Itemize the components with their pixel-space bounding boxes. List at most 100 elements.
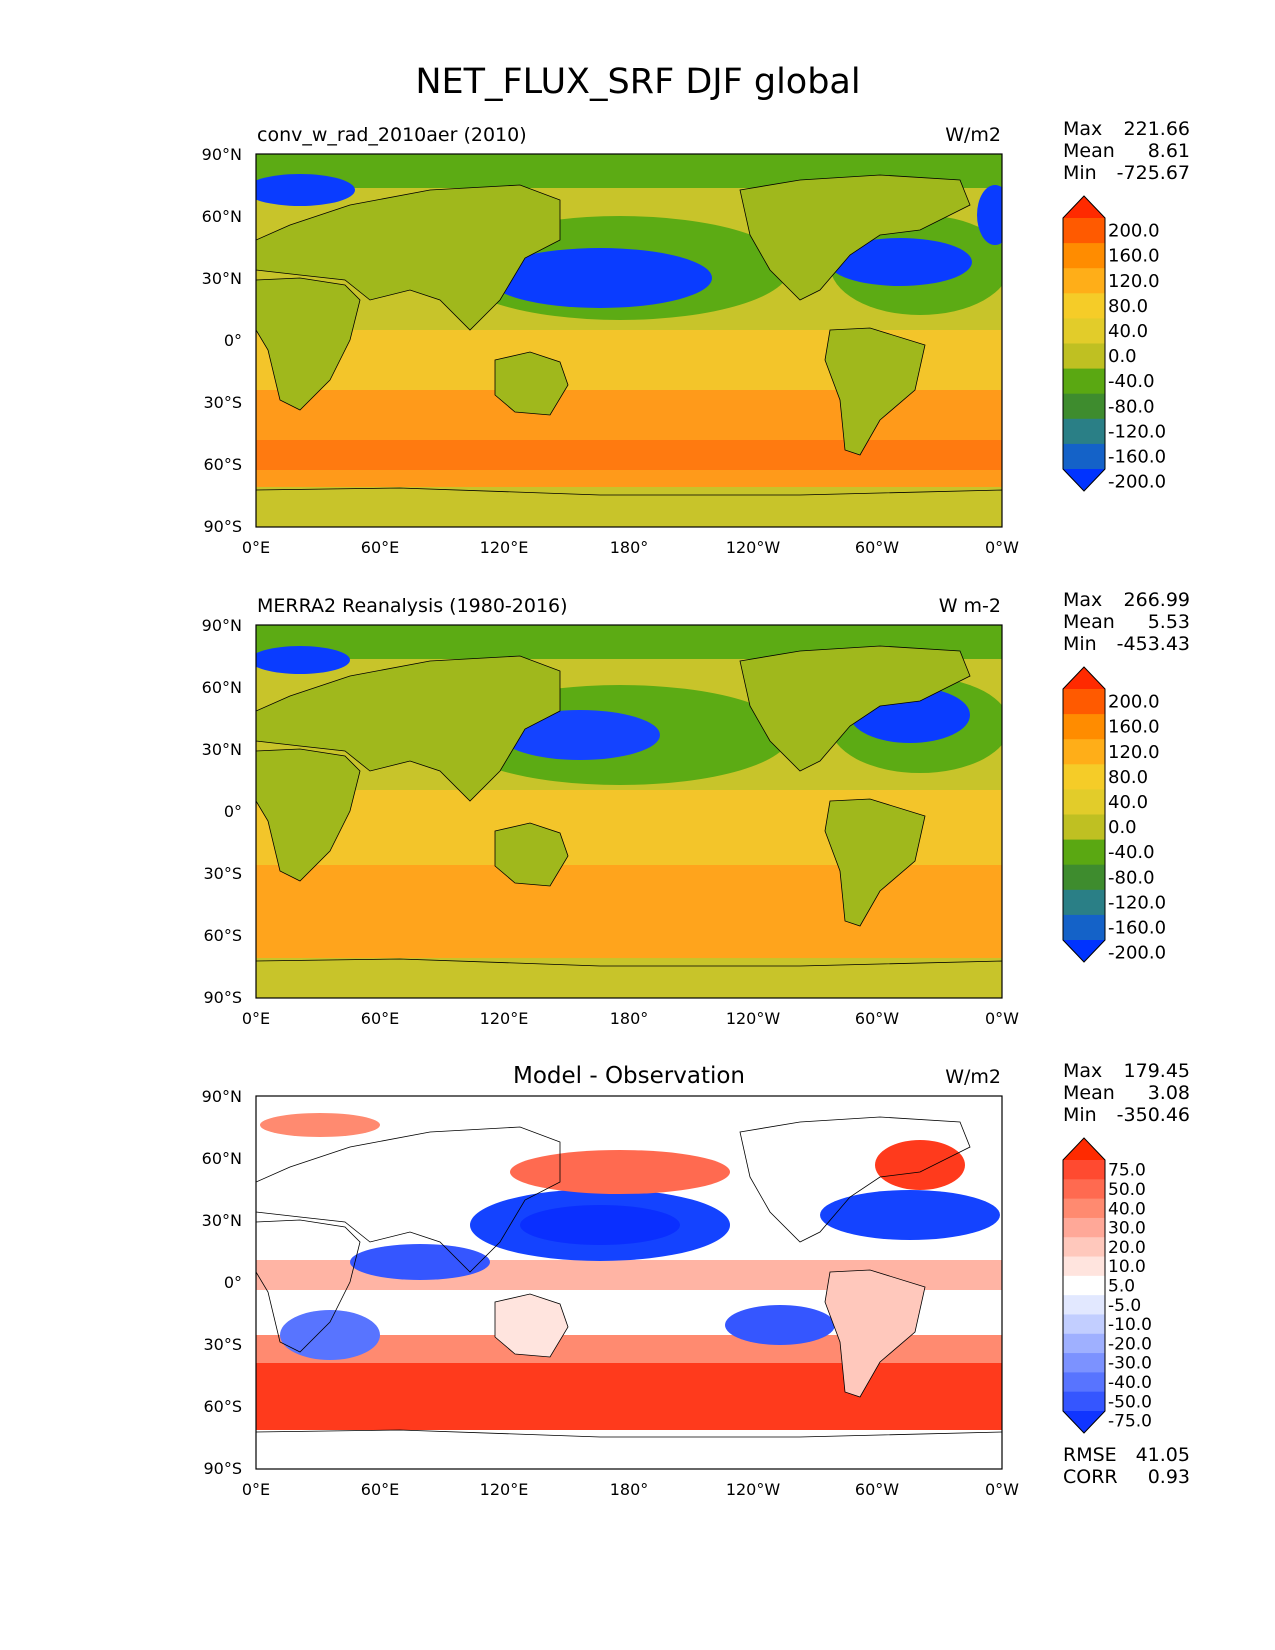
panel-model-xaxis: 0°E 60°E 120°E 180° 120°W 60°W 0°W — [242, 538, 1019, 557]
colorbar-segment — [1063, 243, 1105, 269]
stat-mean-label: Mean — [1063, 1082, 1115, 1104]
colorbar-outline — [1062, 195, 1106, 492]
colorbar-tick-label: -160.0 — [1108, 917, 1166, 938]
land-africa — [256, 1219, 361, 1353]
colorbar-tick-label: 5.0 — [1108, 1277, 1135, 1297]
panel-obs-colorbar: 200.0 160.0 120.0 80.0 40.0 0.0 -40.0 -80.0 -120… — [1062, 666, 1166, 964]
xtick-label: 0°E — [242, 1480, 270, 1499]
atlantic-blue-east — [977, 185, 1002, 245]
colorbar-extend-top — [1063, 1138, 1105, 1160]
colorbar-segment — [1063, 368, 1105, 395]
rmse-label: RMSE — [1063, 1444, 1117, 1466]
ytick-label: 0° — [224, 1273, 242, 1292]
stat-max-label: Max — [1063, 1060, 1102, 1082]
colorbar-tick-label: 50.0 — [1108, 1180, 1146, 1200]
colorbar-tick-label: 40.0 — [1108, 1199, 1146, 1219]
panel-obs-units: W m-2 — [939, 595, 1001, 617]
colorbar-segment — [1063, 1333, 1105, 1354]
ytick-label: 30°N — [202, 740, 242, 759]
stat-max-label: Max — [1063, 589, 1102, 611]
panel-obs-stats: Max 266.99 Mean 5.53 Min -453.43 — [1063, 589, 1190, 655]
colorbar-outline — [1062, 666, 1106, 963]
colorbar-tick-label: -40.0 — [1108, 1373, 1152, 1393]
colorbar-segment — [1063, 1391, 1105, 1412]
ytick-label: 30°N — [202, 1211, 242, 1230]
ytick-label: 30°N — [202, 269, 242, 288]
colorbar-tick-label: -200.0 — [1108, 943, 1166, 964]
colorbar-segment — [1063, 739, 1105, 765]
land-africa — [256, 748, 361, 882]
colorbar-segment — [1063, 914, 1105, 941]
stat-min-value: -350.46 — [1117, 1104, 1190, 1126]
xtick-label: 120°W — [726, 1480, 781, 1499]
colorbar-segment — [1063, 839, 1105, 866]
xtick-label: 0°W — [985, 1480, 1019, 1499]
xtick-label: 60°W — [855, 1480, 899, 1499]
panel-model-map — [256, 154, 1002, 527]
panel-obs-xaxis: 0°E 60°E 120°E 180° 120°W 60°W 0°W — [242, 1009, 1019, 1028]
colorbar-segment — [1063, 1160, 1105, 1180]
xtick-label: 60°E — [361, 1480, 399, 1499]
panel-model-colorbar: 200.0 160.0 120.0 80.0 40.0 0.0 -40.0 -80.0 -120… — [1062, 195, 1166, 493]
panel-model: conv_w_rad_2010aer (2010) W/m2 90°N — [202, 118, 1190, 557]
xtick-label: 0°W — [985, 538, 1019, 557]
colorbar-segment — [1063, 1256, 1105, 1277]
colorbar-tick-label: -5.0 — [1108, 1296, 1141, 1316]
colorbar-segment — [1063, 689, 1105, 715]
land-north-america — [739, 1116, 971, 1243]
ytick-label: 0° — [224, 802, 242, 821]
colorbar-segment — [1063, 1198, 1105, 1219]
panel-diff-frame — [255, 1095, 1003, 1470]
colorbar-tick-label: 200.0 — [1108, 221, 1160, 242]
stat-min-label: Min — [1063, 1104, 1097, 1126]
panel-diff-xaxis: 0°E 60°E 120°E 180° 120°W 60°W 0°W — [242, 1480, 1019, 1499]
colorbar-segment — [1063, 293, 1105, 319]
ytick-label: 60°S — [203, 926, 242, 945]
colorbar-tick-label: 40.0 — [1108, 321, 1148, 342]
panel-obs-map — [256, 625, 1002, 998]
colorbar-outline — [1062, 1137, 1106, 1434]
colorbar-segment — [1063, 764, 1105, 790]
colorbar-tick-label: 0.0 — [1108, 346, 1137, 367]
antarctic-white — [256, 1438, 1002, 1469]
corr-value: 0.93 — [1148, 1466, 1190, 1488]
southern-ocean-deep-orange — [256, 440, 1002, 470]
stat-mean-value: 5.53 — [1148, 611, 1190, 633]
xtick-label: 180° — [610, 538, 649, 557]
stat-mean-value: 3.08 — [1148, 1082, 1190, 1104]
colorbar-tick-label: -75.0 — [1108, 1412, 1152, 1432]
colorbar-tick-label: -10.0 — [1108, 1315, 1152, 1335]
colorbar-segment — [1063, 1353, 1105, 1373]
panel-diff-map — [256, 1096, 1002, 1469]
ytick-label: 60°N — [202, 1149, 242, 1168]
stat-min-value: -725.67 — [1117, 162, 1190, 184]
colorbar-extend-bottom — [1063, 940, 1105, 962]
ytick-label: 60°S — [203, 455, 242, 474]
ytick-label: 90°S — [203, 517, 242, 536]
panel-diff-units: W/m2 — [945, 1066, 1001, 1088]
land-north-america — [739, 174, 971, 301]
east-pacific-blue — [725, 1305, 835, 1345]
colorbar-segment — [1063, 864, 1105, 891]
colorbar-extend-bottom — [1063, 1411, 1105, 1433]
arctic-red — [260, 1113, 380, 1137]
stat-min-value: -453.43 — [1117, 633, 1190, 655]
land-antarctica — [256, 487, 1002, 527]
land-eurasia — [256, 184, 561, 331]
colorbar-tick-label: -120.0 — [1108, 892, 1166, 913]
xtick-label: 60°W — [855, 1009, 899, 1028]
colorbar-segment — [1063, 393, 1105, 420]
xtick-label: 120°E — [480, 538, 529, 557]
north-pacific-blue-core — [520, 1205, 680, 1245]
stat-max-value: 266.99 — [1124, 589, 1190, 611]
panel-diff-colorbar: 75.050.040.030.020.010.05.0-5.0-10.0-20.… — [1062, 1137, 1152, 1434]
north-atlantic-blue — [820, 1190, 1000, 1240]
north-pacific-blue — [488, 248, 712, 308]
land-antarctica — [256, 1429, 1002, 1438]
colorbar-tick-label: 160.0 — [1108, 246, 1160, 267]
colorbar-segment — [1063, 343, 1105, 370]
colorbar-tick-label: -160.0 — [1108, 446, 1166, 467]
figure-title: NET_FLUX_SRF DJF global — [415, 62, 860, 102]
colorbar-extend-top — [1063, 196, 1105, 218]
ytick-label: 0° — [224, 331, 242, 350]
